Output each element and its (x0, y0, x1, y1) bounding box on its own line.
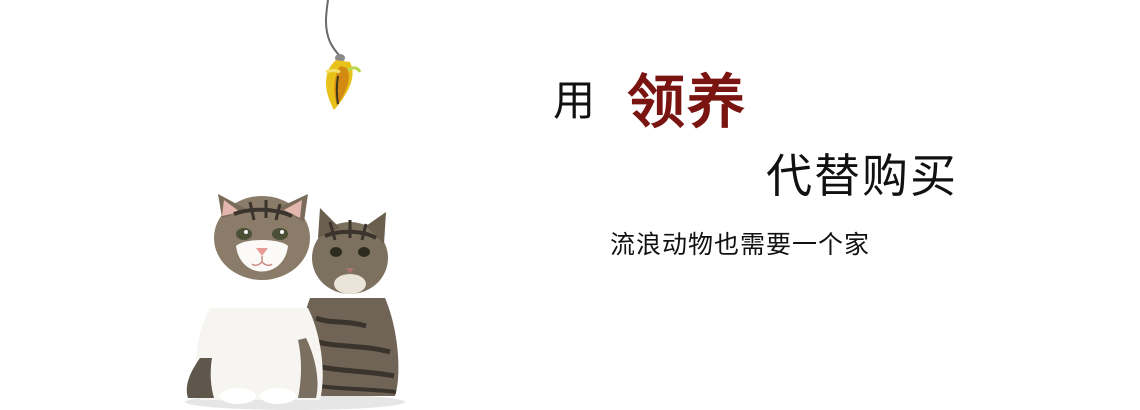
kittens-image (170, 188, 415, 410)
headline-prefix: 用 (553, 67, 595, 128)
headline: 用 领养 (553, 62, 747, 132)
tagline: 流浪动物也需要一个家 (610, 225, 870, 261)
subline: 代替购买 (766, 140, 958, 206)
front-kitten (187, 194, 323, 404)
feather-teaser-icon (300, 0, 390, 125)
headline-highlight: 领养 (627, 55, 747, 139)
